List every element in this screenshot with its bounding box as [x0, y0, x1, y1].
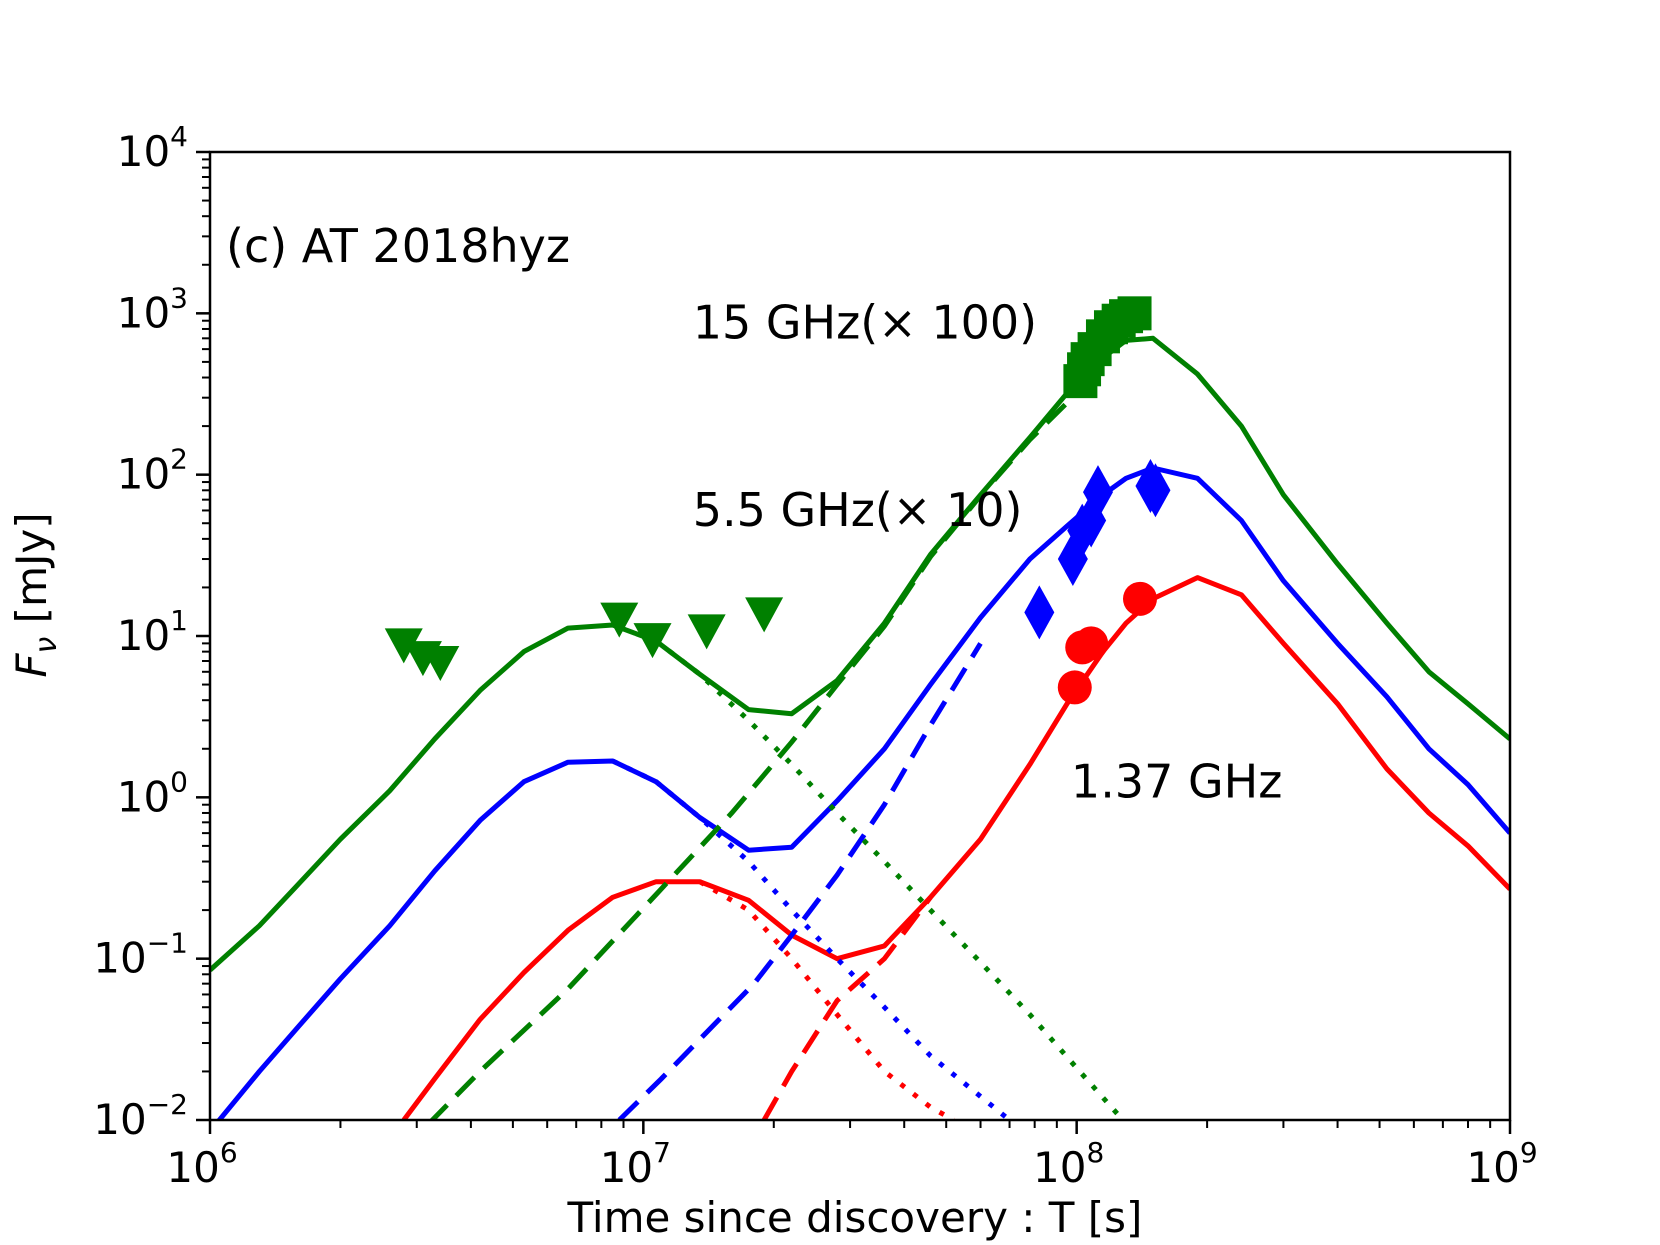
model-late-line-1-37ghz [761, 895, 933, 1120]
upper-limit-triangle [633, 623, 672, 659]
model-early-line-1-37ghz [698, 879, 955, 1120]
series-annotation: 5.5 GHz(× 10) [693, 483, 1023, 537]
x-tick-label: 108 [1033, 1136, 1104, 1192]
y-axis-label-unit: [mJy] [7, 512, 56, 636]
y-tick-label: 10−2 [93, 1088, 188, 1144]
markers-5-5ghz [1024, 459, 1171, 640]
model-early-line-15ghz [654, 639, 1127, 1120]
y-axis-label-subscript: ν [29, 636, 64, 653]
axis-ticks: 106 107 108 109 10−2 10−1 100 101 102 103 104 [93, 120, 1537, 1192]
upper-limit-triangle [745, 597, 784, 633]
model-late-line-15ghz [428, 391, 1079, 1120]
series-annotation: 1.37 GHz [1071, 754, 1282, 808]
series-layer [210, 296, 1510, 1120]
x-tick-label: 109 [1466, 1136, 1537, 1192]
model-early-line-5-5ghz [611, 758, 1012, 1120]
x-tick-label: 107 [600, 1136, 671, 1192]
y-tick-label: 100 [117, 765, 188, 821]
series-annotation: 15 GHz(× 100) [693, 295, 1037, 349]
markers-15ghz [384, 296, 1152, 681]
data-point-diamond [1140, 463, 1171, 518]
y-tick-label: 101 [117, 604, 188, 660]
data-point-diamond [1024, 585, 1055, 640]
y-tick-label: 103 [117, 281, 188, 337]
data-point-circle [1122, 581, 1157, 616]
data-point-diamond [1082, 465, 1113, 520]
upper-limit-triangle [384, 628, 423, 664]
data-point-circle [1074, 626, 1109, 661]
model-total-line-1-37ghz [401, 575, 1510, 1120]
upper-limit-triangle [687, 614, 726, 650]
x-tick-label: 106 [166, 1136, 237, 1192]
model-total-line-5-5ghz [216, 465, 1510, 1120]
data-point-circle [1057, 670, 1092, 705]
model-late-line-5-5ghz [617, 642, 983, 1120]
y-tick-label: 10−1 [93, 927, 188, 983]
y-tick-label: 104 [117, 120, 188, 176]
y-tick-label: 102 [117, 443, 188, 499]
panel-label: (c) AT 2018hyz [226, 219, 570, 273]
series-1-37ghz [401, 575, 1510, 1120]
markers-1-37ghz [1057, 581, 1157, 705]
upper-limit-triangle [421, 645, 460, 681]
series-15ghz [210, 335, 1510, 1120]
y-axis-label-symbol: F [7, 653, 56, 678]
series-5-5ghz [216, 465, 1510, 1120]
x-axis-label: Time since discovery : T [s] [567, 1193, 1143, 1242]
model-total-line-15ghz [210, 335, 1510, 972]
upper-limit-triangle [600, 602, 639, 638]
data-point-square [1117, 296, 1152, 331]
y-axis-label: Fν [mJy] [7, 512, 64, 677]
chart-text: (c) AT 2018hyz Time since discovery : T … [7, 219, 1282, 1242]
